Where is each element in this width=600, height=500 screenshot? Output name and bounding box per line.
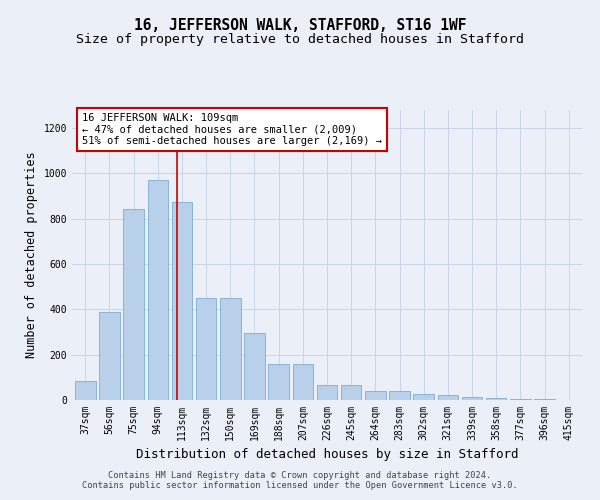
Bar — [124, 208, 144, 400]
Bar — [462, 396, 482, 400]
Bar — [220, 298, 241, 400]
Bar — [413, 394, 434, 400]
Bar — [486, 398, 506, 400]
Bar — [365, 391, 386, 400]
Bar — [293, 364, 313, 400]
Bar — [268, 364, 289, 400]
X-axis label: Distribution of detached houses by size in Stafford: Distribution of detached houses by size … — [136, 448, 518, 462]
Bar — [389, 391, 410, 400]
Bar — [244, 333, 265, 400]
Bar — [172, 202, 192, 400]
Bar — [196, 298, 217, 400]
Text: 16, JEFFERSON WALK, STAFFORD, ST16 1WF: 16, JEFFERSON WALK, STAFFORD, ST16 1WF — [134, 18, 466, 32]
Text: Contains HM Land Registry data © Crown copyright and database right 2024.
Contai: Contains HM Land Registry data © Crown c… — [82, 470, 518, 490]
Bar — [341, 386, 361, 400]
Text: Size of property relative to detached houses in Stafford: Size of property relative to detached ho… — [76, 32, 524, 46]
Y-axis label: Number of detached properties: Number of detached properties — [25, 152, 38, 358]
Bar — [317, 386, 337, 400]
Bar — [437, 396, 458, 400]
Text: 16 JEFFERSON WALK: 109sqm
← 47% of detached houses are smaller (2,009)
51% of se: 16 JEFFERSON WALK: 109sqm ← 47% of detac… — [82, 113, 382, 146]
Bar — [510, 399, 530, 400]
Bar — [148, 180, 168, 400]
Bar — [99, 312, 120, 400]
Bar — [75, 380, 95, 400]
